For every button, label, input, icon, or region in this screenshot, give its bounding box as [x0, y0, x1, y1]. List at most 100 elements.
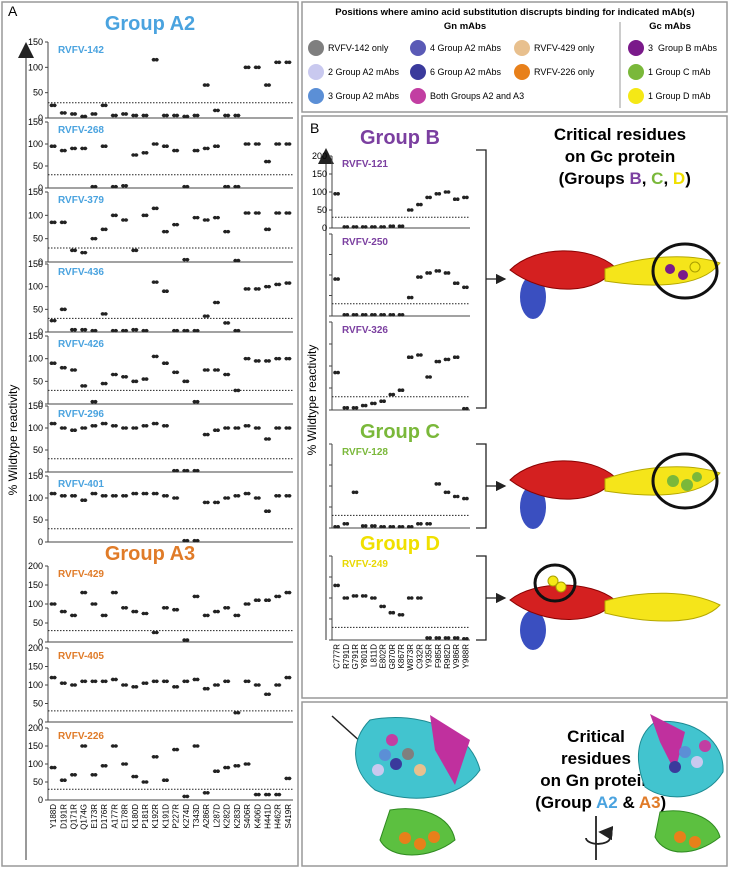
data-point — [103, 421, 108, 426]
legend-swatch — [308, 40, 324, 56]
panel-b-border — [301, 115, 728, 699]
domain — [430, 715, 470, 785]
data-point — [223, 229, 227, 234]
heading-part: B — [629, 169, 641, 188]
data-point — [114, 494, 118, 498]
gn-border — [301, 701, 728, 867]
data-point — [114, 328, 118, 333]
data-point — [83, 250, 88, 255]
residue — [386, 734, 398, 746]
data-point — [182, 184, 187, 189]
y-tick-label: 100 — [28, 354, 43, 364]
data-point — [236, 494, 241, 498]
chart-title: RVFV-401 — [58, 479, 104, 490]
data-point — [63, 365, 67, 370]
data-point — [195, 113, 200, 118]
data-point — [336, 370, 340, 375]
data-point — [243, 491, 248, 496]
y-tick-label: 0 — [38, 795, 43, 805]
data-point — [256, 792, 261, 797]
data-point — [144, 491, 149, 496]
data-point — [287, 590, 292, 595]
data-point — [63, 148, 67, 153]
data-point — [60, 111, 64, 115]
highlight-circle — [533, 563, 577, 603]
data-point — [83, 146, 88, 151]
data-point — [391, 610, 396, 615]
data-point — [192, 538, 197, 543]
data-point — [213, 300, 217, 305]
data-point — [277, 426, 281, 430]
data-point — [277, 211, 281, 215]
data-point — [154, 679, 159, 684]
data-point — [443, 490, 448, 495]
data-point — [400, 224, 405, 228]
data-point — [274, 792, 278, 797]
data-point — [274, 494, 278, 498]
data-point — [131, 774, 136, 779]
data-point — [192, 113, 197, 118]
data-point — [124, 218, 128, 222]
data-point — [243, 762, 248, 766]
legend-swatch — [308, 64, 324, 80]
residue — [379, 749, 391, 761]
data-point — [165, 494, 169, 498]
data-point — [141, 491, 146, 496]
data-point — [287, 211, 292, 215]
gn-heading: on Gn protein — [540, 771, 651, 790]
data-point — [172, 370, 176, 375]
data-point — [233, 184, 238, 189]
data-point — [406, 295, 411, 300]
data-point — [345, 312, 350, 317]
data-point — [100, 103, 105, 108]
data-point — [205, 146, 210, 151]
data-point — [406, 355, 411, 360]
data-point — [192, 399, 197, 404]
gc-heading: on Gc protein — [565, 147, 676, 166]
data-point — [151, 57, 156, 62]
data-point — [236, 184, 241, 189]
data-point — [192, 677, 197, 682]
data-point — [336, 524, 340, 529]
data-point — [182, 114, 187, 119]
x-tick-label: Q171R — [70, 804, 79, 830]
data-point — [264, 83, 268, 87]
y-axis-label: % Wildtype reactivity — [305, 345, 319, 456]
data-point — [226, 426, 230, 430]
rotation-icon — [585, 816, 614, 860]
data-point — [216, 215, 220, 220]
data-point — [175, 496, 179, 500]
data-point — [274, 683, 278, 687]
data-point — [165, 113, 169, 118]
data-point — [165, 361, 169, 366]
data-point — [267, 284, 271, 289]
data-point — [373, 524, 377, 528]
data-point — [195, 538, 200, 543]
data-point — [391, 224, 396, 228]
data-point — [400, 312, 405, 317]
x-tick-label: E178R — [121, 804, 130, 829]
data-point — [256, 65, 261, 70]
data-point — [465, 406, 469, 411]
data-point — [419, 202, 423, 207]
data-point — [134, 327, 139, 332]
data-point — [124, 606, 128, 610]
data-point — [154, 491, 159, 496]
y-tick-label: 50 — [33, 515, 43, 525]
data-point — [409, 355, 414, 360]
x-tick-label: E802R — [379, 644, 388, 669]
group-title: Group A2 — [105, 13, 195, 35]
data-point — [213, 108, 217, 113]
data-point — [154, 206, 159, 211]
data-point — [216, 609, 220, 614]
data-point — [409, 295, 414, 300]
data-point — [111, 424, 115, 428]
data-point — [434, 359, 439, 364]
data-point — [103, 103, 108, 108]
y-tick-label: 0 — [38, 637, 43, 647]
data-point — [151, 491, 156, 496]
data-point — [428, 636, 432, 640]
data-point — [90, 602, 95, 606]
y-tick-label: 200 — [28, 643, 43, 653]
data-point — [185, 184, 190, 189]
